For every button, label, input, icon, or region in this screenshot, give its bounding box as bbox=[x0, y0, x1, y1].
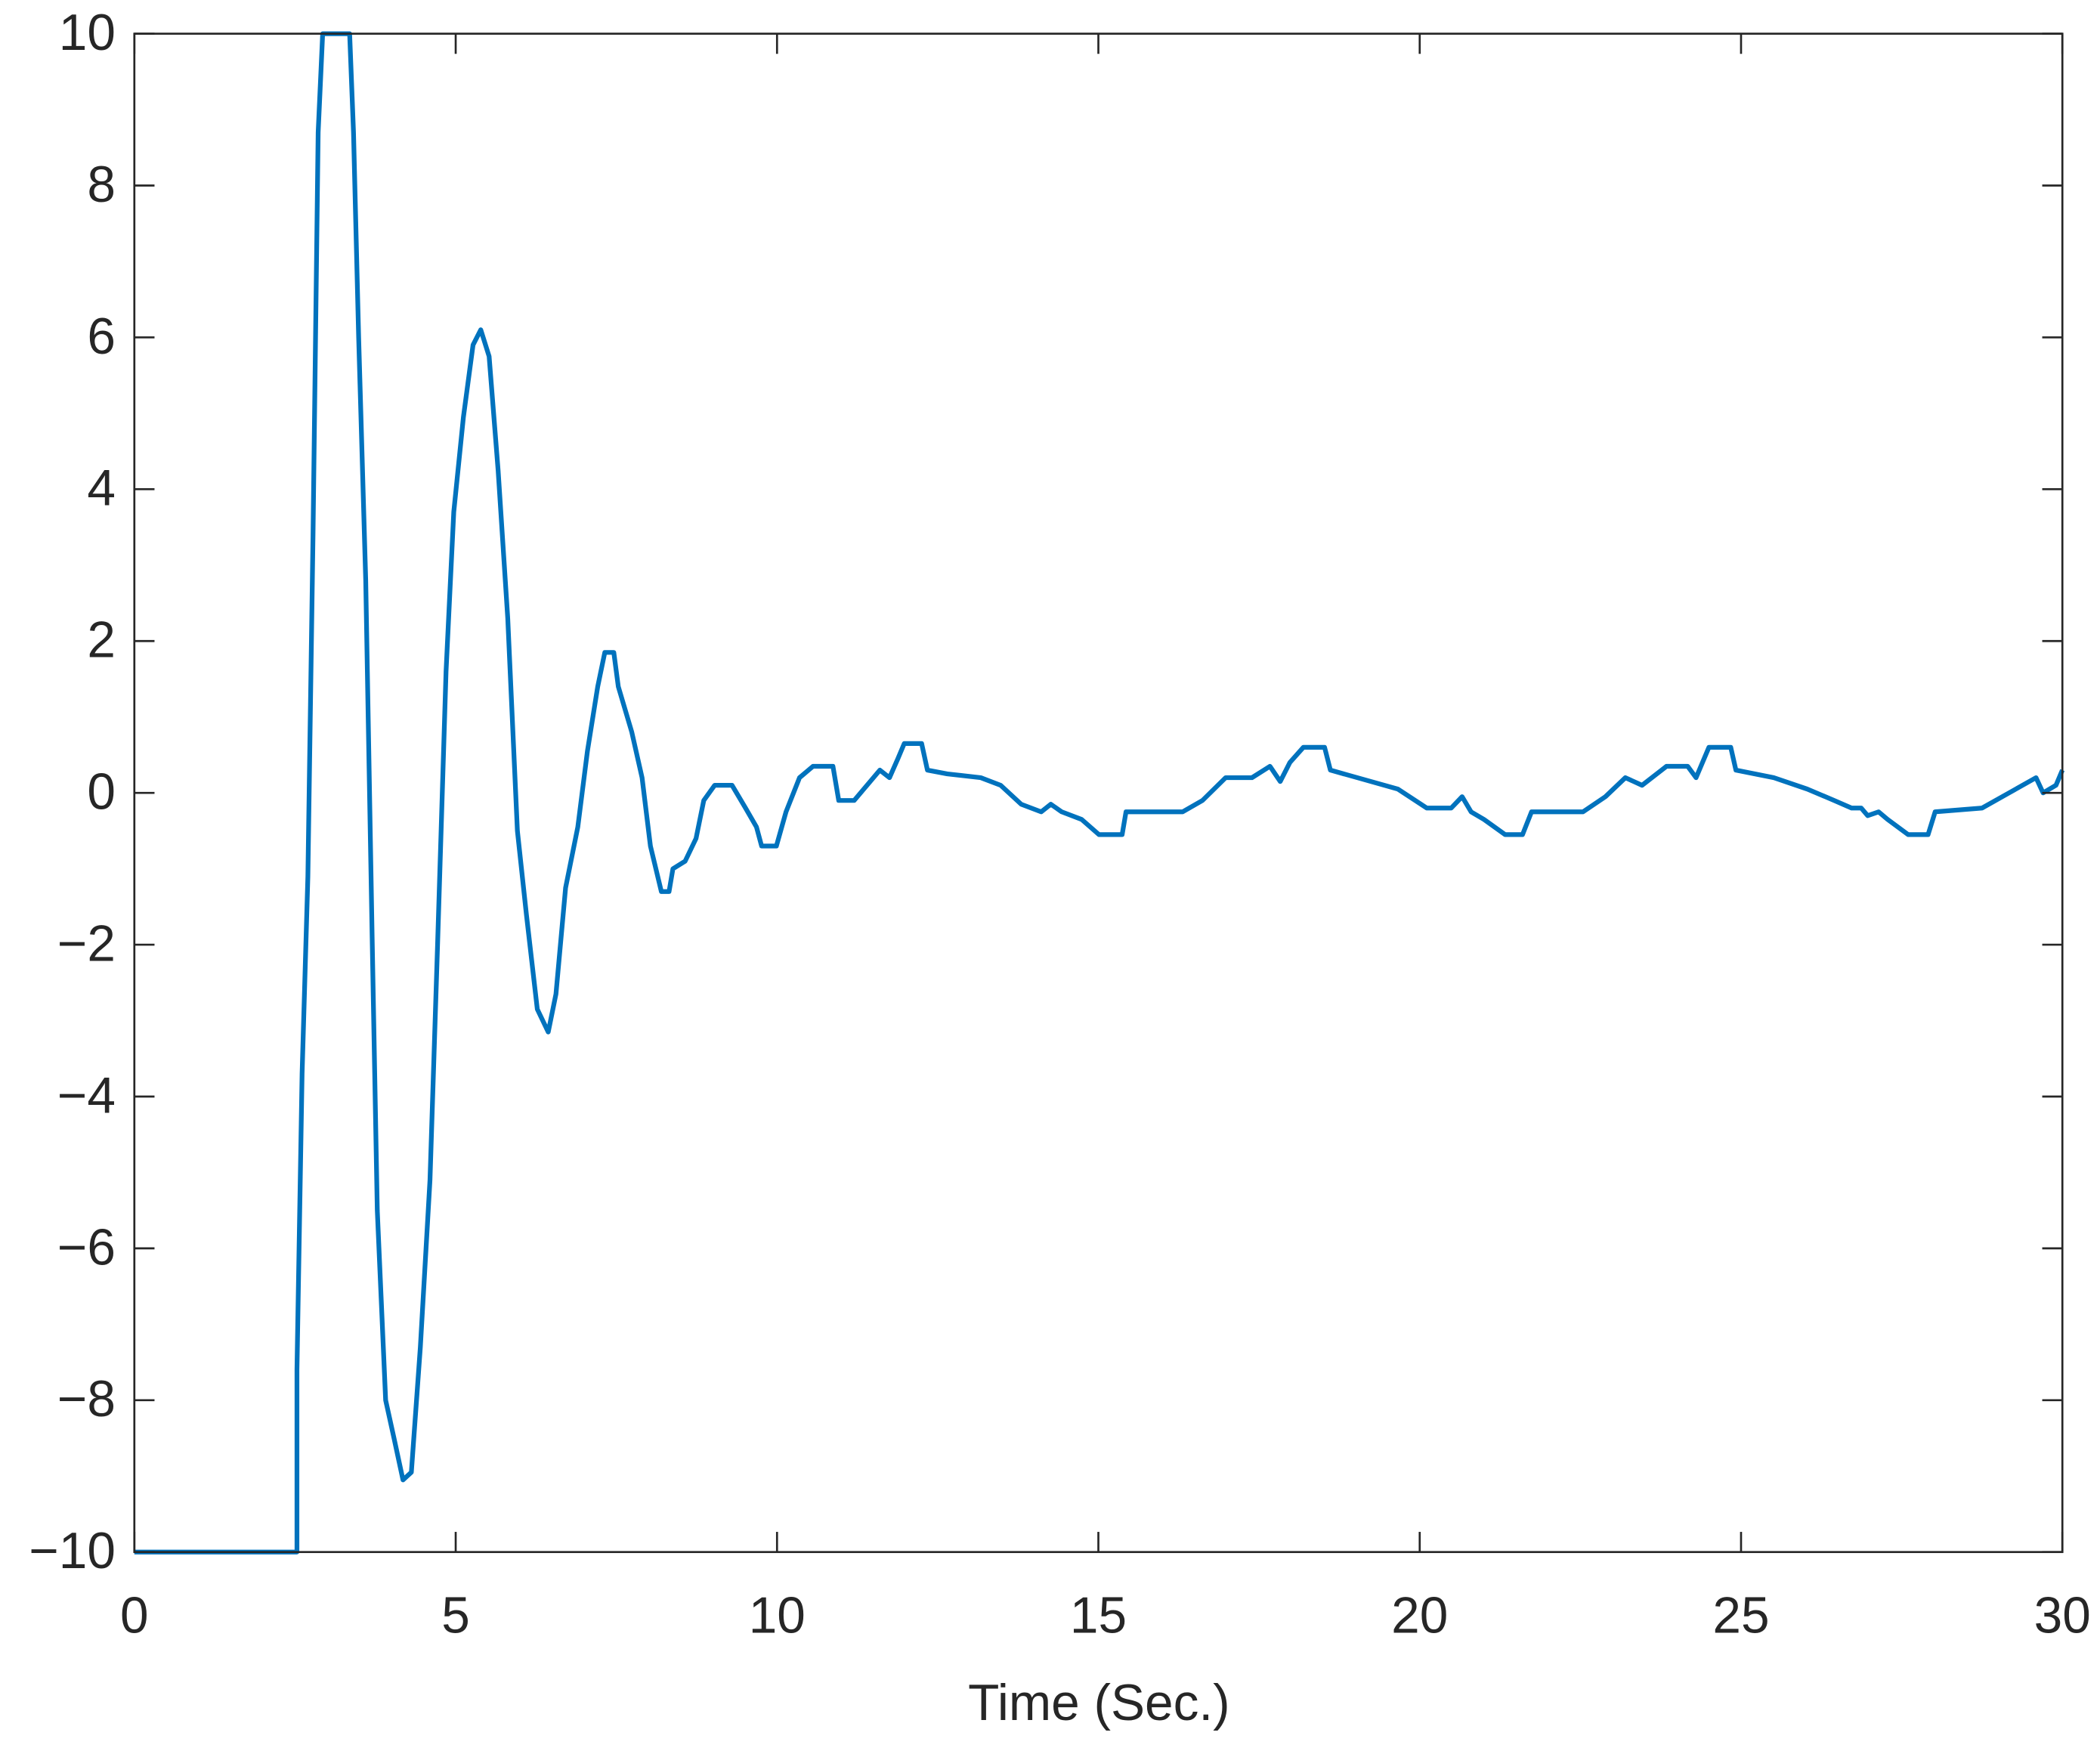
y-tick-label: 0 bbox=[87, 764, 116, 821]
x-axis-label: Time (Sec.) bbox=[968, 1675, 1230, 1731]
y-tick-label: 2 bbox=[87, 612, 116, 669]
x-tick-label: 15 bbox=[1070, 1587, 1127, 1644]
y-tick-label: −2 bbox=[57, 915, 116, 972]
y-tick-label: 6 bbox=[87, 308, 116, 365]
y-tick-label: −6 bbox=[57, 1219, 116, 1276]
x-tick-label: 30 bbox=[2034, 1587, 2091, 1644]
y-tick-label: 8 bbox=[87, 156, 116, 213]
x-tick-label: 25 bbox=[1712, 1587, 1769, 1644]
y-tick-label: −10 bbox=[29, 1523, 116, 1579]
y-tick-label: −4 bbox=[57, 1067, 116, 1124]
data-line bbox=[134, 31, 2065, 1555]
y-tick-label: 10 bbox=[59, 5, 116, 61]
y-tick-label: 4 bbox=[87, 460, 116, 517]
x-tick-label: 5 bbox=[441, 1587, 470, 1644]
x-tick-label: 10 bbox=[749, 1587, 806, 1644]
x-tick-label: 20 bbox=[1391, 1587, 1448, 1644]
y-tick-label: −8 bbox=[57, 1371, 116, 1428]
x-tick-label: 0 bbox=[120, 1587, 149, 1644]
